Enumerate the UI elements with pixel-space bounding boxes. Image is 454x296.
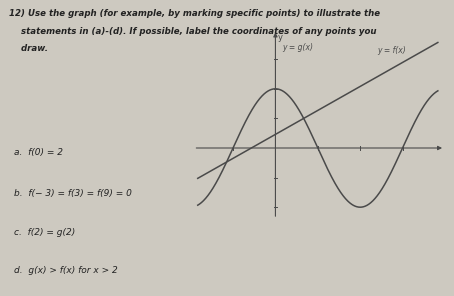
Text: a.  f(0) = 2: a. f(0) = 2 <box>14 148 63 157</box>
Text: draw.: draw. <box>9 44 48 53</box>
Text: b.  f(− 3) = f(3) = f(9) = 0: b. f(− 3) = f(3) = f(9) = 0 <box>14 189 132 198</box>
Text: statements in (a)-(d). If possible, label the coordinates of any points you: statements in (a)-(d). If possible, labe… <box>9 27 376 36</box>
Text: y = g(x): y = g(x) <box>282 43 314 52</box>
Text: y = f(x): y = f(x) <box>377 46 406 55</box>
Text: y: y <box>277 33 282 41</box>
Text: 12) Use the graph (for example, by marking specific points) to illustrate the: 12) Use the graph (for example, by marki… <box>9 9 380 18</box>
Text: c.  f(2) = g(2): c. f(2) = g(2) <box>14 228 75 237</box>
Text: d.  g(x) > f(x) for x > 2: d. g(x) > f(x) for x > 2 <box>14 266 118 275</box>
